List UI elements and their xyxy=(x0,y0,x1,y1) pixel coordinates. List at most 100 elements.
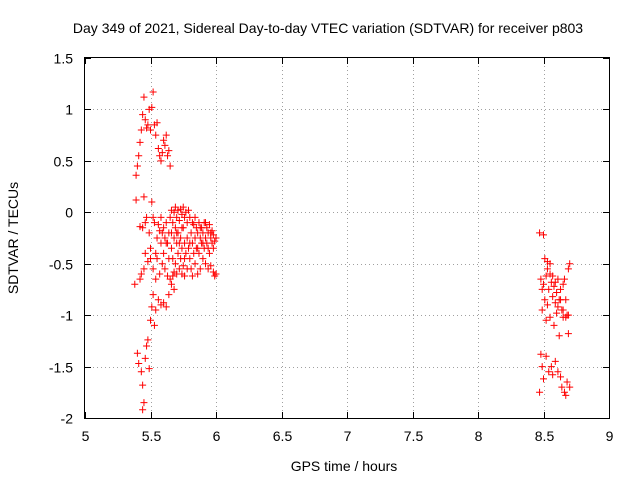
x-tick-label: 9 xyxy=(606,428,614,444)
data-point xyxy=(551,278,559,286)
data-point xyxy=(187,265,195,273)
data-point xyxy=(139,381,147,389)
data-point xyxy=(562,391,570,399)
data-point xyxy=(181,272,189,280)
data-point xyxy=(165,291,173,299)
y-tick-label: -0.5 xyxy=(49,257,73,273)
grid xyxy=(85,58,609,418)
data-point xyxy=(553,309,561,317)
data-point xyxy=(184,206,192,214)
data-point xyxy=(564,330,572,338)
data-point xyxy=(160,249,168,257)
data-point xyxy=(137,368,145,376)
data-point xyxy=(132,171,140,179)
data-point xyxy=(148,198,156,206)
data-point xyxy=(161,141,169,149)
data-point xyxy=(149,213,157,221)
data-point xyxy=(540,231,547,239)
data-point xyxy=(199,239,207,247)
data-point xyxy=(538,285,546,293)
data-point xyxy=(537,350,545,358)
data-point xyxy=(547,363,555,371)
data-point xyxy=(194,270,202,278)
data-point xyxy=(557,296,565,304)
data-point xyxy=(188,219,196,227)
data-point xyxy=(170,234,178,242)
data-point xyxy=(184,244,192,252)
data-point xyxy=(538,306,546,314)
data-point xyxy=(160,224,168,232)
y-axis-ticks: 1.5 1 0.5 0 -0.5 -1 -1.5 -2 xyxy=(49,51,609,427)
x-tick-label: 5 xyxy=(82,428,90,444)
data-point xyxy=(537,275,545,283)
data-point xyxy=(202,219,210,227)
data-point xyxy=(209,244,217,252)
data-point xyxy=(211,237,219,245)
data-point xyxy=(175,239,183,247)
chart-title: Day 349 of 2021, Sidereal Day-to-day VTE… xyxy=(73,20,583,36)
data-point xyxy=(546,260,554,268)
data-point xyxy=(147,244,154,252)
data-point xyxy=(177,234,185,242)
data-point xyxy=(162,239,170,247)
data-point xyxy=(196,224,204,232)
data-point xyxy=(564,311,572,319)
x-tick-label: 8.5 xyxy=(535,428,555,444)
data-point xyxy=(174,249,182,257)
data-point xyxy=(141,116,149,124)
data-point xyxy=(150,219,158,227)
x-tick-label: 7.5 xyxy=(404,428,424,444)
x-tick-label: 8 xyxy=(475,428,483,444)
data-point xyxy=(188,272,196,280)
x-axis-ticks: 5 5.5 6 6.5 7 7.5 8 8.5 9 xyxy=(82,58,614,444)
data-point xyxy=(546,313,554,321)
data-point xyxy=(543,301,551,309)
data-point xyxy=(162,219,170,227)
data-point xyxy=(541,296,549,304)
data-point xyxy=(157,157,165,165)
data-point xyxy=(553,289,561,297)
data-point xyxy=(554,303,562,311)
data-point xyxy=(212,270,220,278)
data-point xyxy=(158,260,166,268)
x-tick-label: 7 xyxy=(344,428,352,444)
data-point xyxy=(156,270,164,278)
data-point xyxy=(542,352,550,360)
data-point xyxy=(195,249,203,257)
data-point xyxy=(154,221,162,229)
data-point xyxy=(540,375,547,383)
data-point xyxy=(140,399,148,407)
y-tick-label: 0 xyxy=(65,205,73,221)
data-point xyxy=(140,265,148,273)
data-point xyxy=(169,272,177,280)
y-tick-label: -2 xyxy=(61,411,74,427)
data-point xyxy=(555,332,563,340)
data-point xyxy=(145,365,153,373)
data-point xyxy=(167,280,175,288)
data-point xyxy=(152,306,160,314)
data-point xyxy=(549,293,557,301)
data-point xyxy=(566,260,574,268)
data-point xyxy=(152,275,160,283)
data-point xyxy=(205,221,213,229)
data-point xyxy=(175,265,183,273)
data-point xyxy=(175,217,183,225)
data-point xyxy=(152,131,160,139)
data-point xyxy=(543,265,551,273)
data-point xyxy=(165,255,173,263)
data-point xyxy=(549,272,557,280)
data-point xyxy=(158,149,166,157)
data-point xyxy=(545,368,553,376)
data-point xyxy=(186,239,194,247)
y-tick-label: 1.5 xyxy=(54,51,74,67)
data-point xyxy=(135,152,143,160)
data-point xyxy=(144,336,152,344)
data-point xyxy=(178,244,186,252)
data-point xyxy=(549,371,557,379)
data-point xyxy=(179,262,187,270)
data-point xyxy=(161,265,169,273)
data-point xyxy=(171,224,179,232)
data-point xyxy=(196,265,204,273)
data-point xyxy=(153,234,161,242)
data-point xyxy=(536,388,544,396)
